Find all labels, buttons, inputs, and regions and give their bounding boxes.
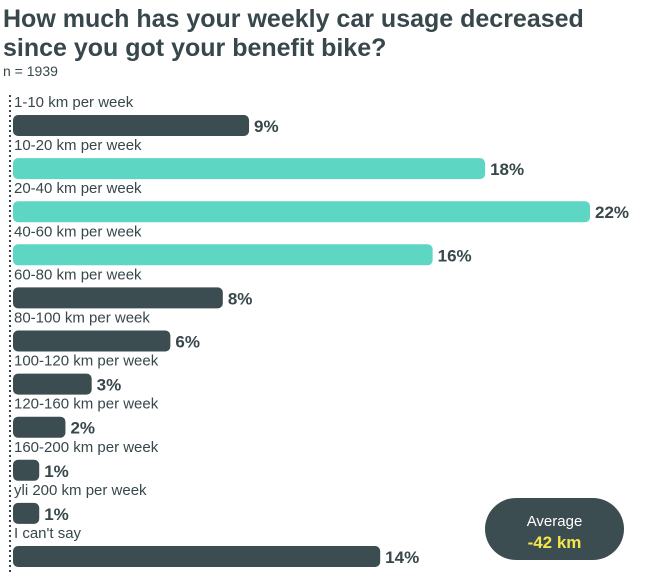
chart-title-line-2: since you got your benefit bike? xyxy=(3,34,386,62)
bar xyxy=(13,502,40,524)
data-label: 6% xyxy=(175,333,200,352)
category-label: 100-120 km per week xyxy=(14,353,159,370)
bar xyxy=(13,287,223,309)
bar xyxy=(13,244,433,266)
data-label: 2% xyxy=(70,419,95,438)
data-label: 14% xyxy=(385,548,419,567)
data-label: 9% xyxy=(254,117,279,136)
bars-group: 1-10 km per week 9% 10-20 km per week 18% 20… xyxy=(13,94,629,567)
category-label: I can't say xyxy=(14,525,82,542)
category-label: 120-160 km per week xyxy=(14,396,159,413)
category-label: 60-80 km per week xyxy=(14,266,142,283)
category-label: 20-40 km per week xyxy=(14,180,142,197)
data-label: 1% xyxy=(44,505,69,524)
bar xyxy=(13,546,381,567)
average-value: -42 km xyxy=(528,533,582,552)
average-label: Average xyxy=(527,513,583,530)
data-label: 18% xyxy=(490,160,524,179)
category-label: 160-200 km per week xyxy=(14,439,159,456)
data-label: 1% xyxy=(44,462,69,481)
bar xyxy=(13,115,250,136)
data-label: 22% xyxy=(595,203,629,222)
category-label: 80-100 km per week xyxy=(14,310,150,327)
bar xyxy=(13,158,486,180)
category-label: 1-10 km per week xyxy=(14,94,134,111)
category-label: 40-60 km per week xyxy=(14,223,142,240)
bar xyxy=(13,201,590,223)
bar xyxy=(13,330,171,352)
category-label: 10-20 km per week xyxy=(14,137,142,154)
data-label: 8% xyxy=(228,289,253,308)
average-badge-background xyxy=(485,498,624,560)
bar xyxy=(13,416,66,438)
data-label: 3% xyxy=(97,376,122,395)
bar xyxy=(13,459,40,481)
bar xyxy=(13,373,92,395)
chart-subtitle: n = 1939 xyxy=(3,63,58,79)
category-label: yli 200 km per week xyxy=(14,482,147,499)
data-label: 16% xyxy=(438,246,472,265)
chart-title-line-1: How much has your weekly car usage decre… xyxy=(3,5,584,33)
average-badge: Average -42 km xyxy=(485,498,624,560)
